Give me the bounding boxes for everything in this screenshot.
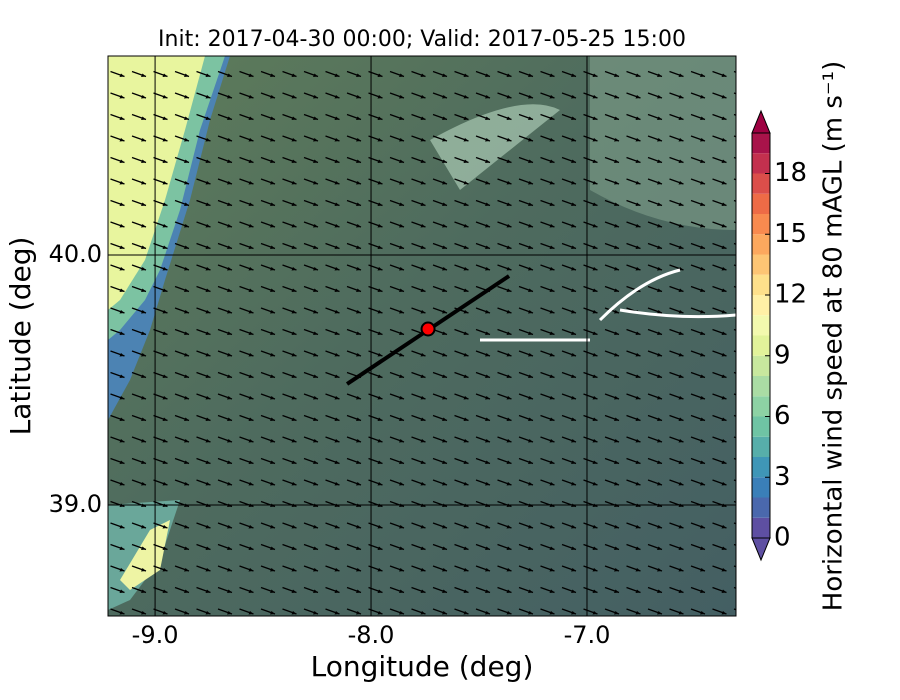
colorbar-band [752, 497, 770, 518]
colorbar-tick-label: 3 [774, 462, 791, 492]
colorbar-frame [751, 132, 771, 539]
colorbar-under [751, 537, 771, 562]
colorbar-tick-label: 6 [774, 401, 791, 431]
x-tick-label: -9.0 [132, 621, 179, 649]
y-tick-label: 40.0 [49, 240, 102, 268]
colorbar-band [752, 133, 770, 154]
chart-title: Init: 2017-04-30 00:00; Valid: 2017-05-2… [158, 27, 686, 52]
colorbar-band [752, 295, 770, 316]
x-tick-label: -8.0 [348, 621, 395, 649]
colorbar-tick-label: 0 [774, 523, 791, 553]
x-axis-label: Longitude (deg) [311, 650, 534, 683]
colorbar-band [752, 315, 770, 336]
colorbar-band [752, 214, 770, 235]
x-tick-label: -7.0 [564, 621, 611, 649]
colorbar-band [752, 274, 770, 295]
y-tick-label: 39.0 [49, 490, 102, 518]
colorbar-band [752, 173, 770, 194]
colorbar-band [752, 335, 770, 356]
colorbar-band [752, 517, 770, 538]
colorbar-tick-label: 9 [774, 340, 791, 370]
colorbar-band [752, 355, 770, 376]
colorbar-band [752, 153, 770, 174]
colorbar-band [752, 376, 770, 397]
colorbar-label: Horizontal wind speed at 80 mAGL (m s⁻¹) [819, 61, 849, 611]
colorbar-tick-label: 18 [774, 158, 807, 188]
colorbar-band [752, 234, 770, 255]
colorbar-tick-label: 12 [774, 280, 807, 310]
y-axis-label: Latitude (deg) [4, 237, 37, 436]
colorbar-band [752, 396, 770, 417]
colorbar-band [752, 477, 770, 498]
plot-frame [107, 55, 737, 617]
colorbar-band [752, 436, 770, 457]
colorbar-band [752, 254, 770, 275]
site-marker [420, 321, 436, 337]
colorbar-band [752, 416, 770, 437]
colorbar-band [752, 193, 770, 214]
colorbar-over [751, 109, 771, 134]
colorbar-tick-label: 15 [774, 219, 807, 249]
colorbar-band [752, 457, 770, 478]
